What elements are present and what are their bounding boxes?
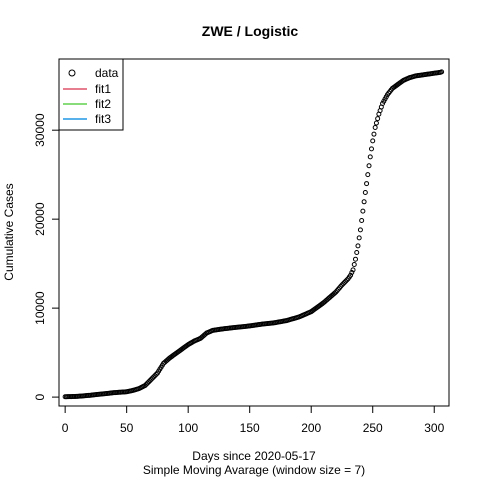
x-tick-label: 0 bbox=[62, 421, 69, 435]
chart-title: ZWE / Logistic bbox=[202, 23, 299, 39]
x-tick-label: 250 bbox=[363, 421, 383, 435]
x-tick-label: 200 bbox=[301, 421, 321, 435]
x-tick-label: 50 bbox=[120, 421, 134, 435]
y-axis-label: Cumulative Cases bbox=[2, 183, 16, 280]
y-tick-label: 0 bbox=[33, 393, 47, 400]
x-tick-label: 150 bbox=[240, 421, 260, 435]
x-axis-label: Days since 2020-05-17 bbox=[192, 449, 316, 463]
x-tick-label: 100 bbox=[178, 421, 198, 435]
legend-fit1-label: fit1 bbox=[95, 82, 111, 96]
x-tick-label: 300 bbox=[424, 421, 444, 435]
legend: data fit1 fit2 fit3 bbox=[59, 59, 123, 130]
y-tick-label: 30000 bbox=[33, 113, 47, 147]
y-tick-label: 20000 bbox=[33, 202, 47, 236]
x-axis-sublabel: Simple Moving Avarage (window size = 7) bbox=[143, 463, 365, 477]
y-tick-label: 10000 bbox=[33, 291, 47, 325]
legend-fit3-label: fit3 bbox=[95, 112, 111, 126]
legend-data-label: data bbox=[95, 66, 119, 80]
legend-fit2-label: fit2 bbox=[95, 97, 111, 111]
